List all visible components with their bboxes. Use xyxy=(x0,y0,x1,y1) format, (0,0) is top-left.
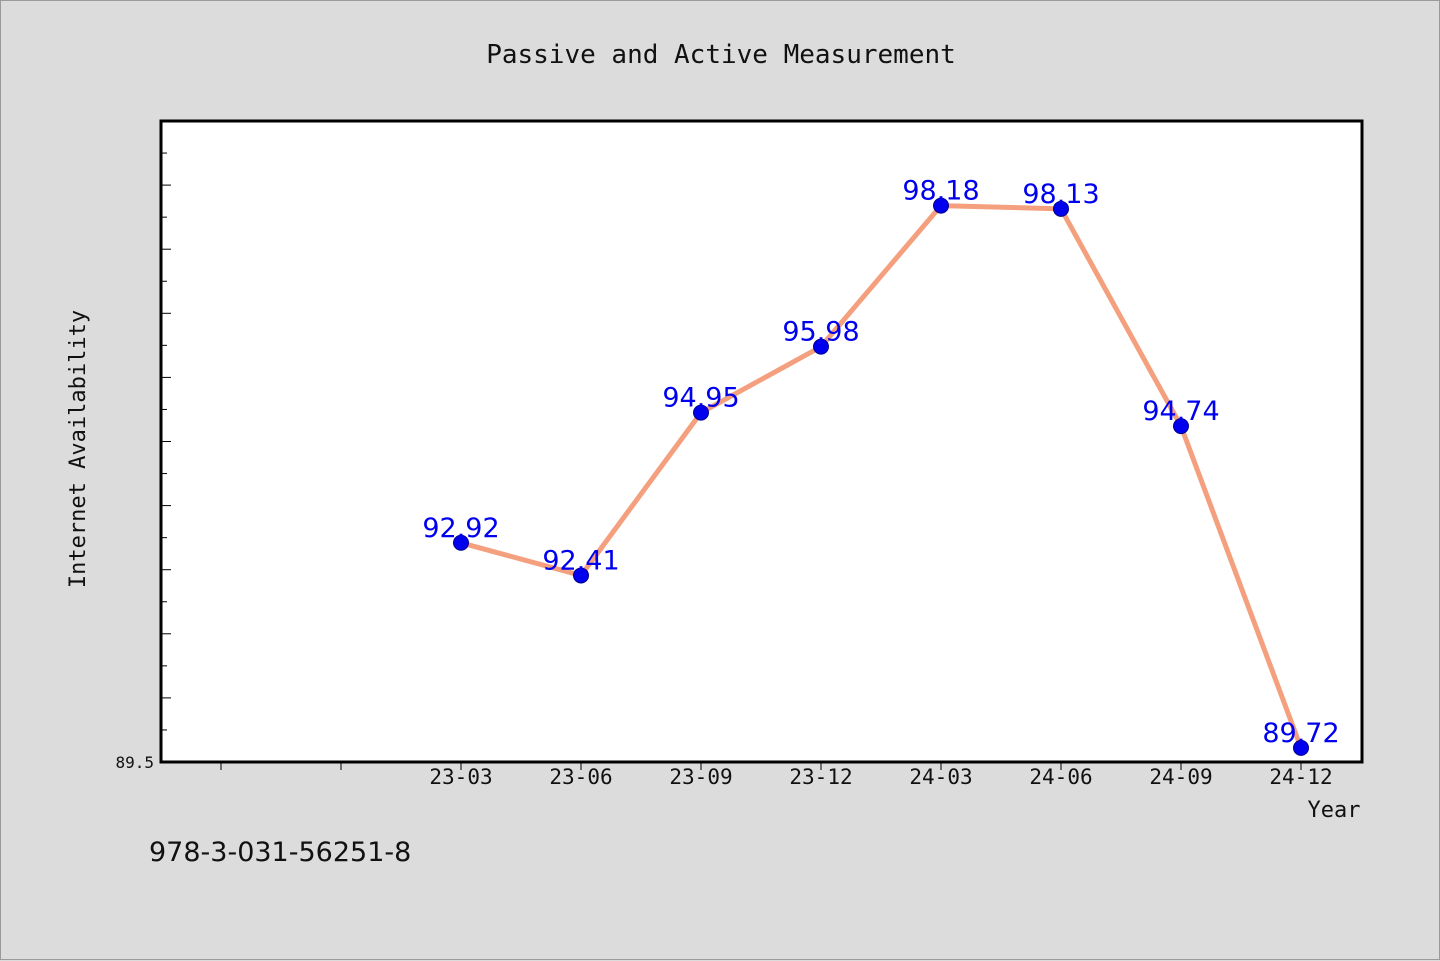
axis-ticks xyxy=(161,120,1302,770)
plot-area xyxy=(159,119,1364,764)
data-point-marker xyxy=(1173,418,1189,435)
data-point-label: 92.92 xyxy=(422,513,499,544)
data-point-label: 98.18 xyxy=(902,176,979,207)
data-point-marker xyxy=(1293,739,1309,756)
x-tick-label: 23-03 xyxy=(429,765,492,789)
data-point-label: 89.72 xyxy=(1262,718,1339,749)
data-point-marker xyxy=(453,534,469,551)
x-tick-label: 23-06 xyxy=(549,765,612,789)
data-point-marker xyxy=(573,567,589,584)
x-tick-label: 23-12 xyxy=(789,765,852,789)
x-tick-label: 23-09 xyxy=(669,765,732,789)
data-point-marker xyxy=(1053,200,1069,217)
data-point-label: 98.13 xyxy=(1022,179,1099,210)
data-point-label: 92.41 xyxy=(542,545,619,576)
tick-labels: 23-03 23-06 23-09 23-12 24-03 24-06 24-09 24-12… xyxy=(115,753,1332,789)
y-tick-label: 89.5 xyxy=(115,753,154,772)
data-point-marker xyxy=(693,404,709,421)
x-tick-label: 24-09 xyxy=(1149,765,1212,789)
series-line xyxy=(460,203,1304,749)
y-axis-label: Internet Availability xyxy=(66,310,91,588)
x-axis-label: Year xyxy=(1308,798,1361,823)
chart-title: Passive and Active Measurement xyxy=(486,40,956,70)
x-tick-label: 24-06 xyxy=(1029,765,1092,789)
x-tick-label: 24-03 xyxy=(909,765,972,789)
data-point-label: 95.98 xyxy=(782,317,859,348)
data-point-marker xyxy=(813,338,829,355)
isbn-text: 978-3-031-56251-8 xyxy=(149,837,412,868)
data-point-label: 94.74 xyxy=(1142,396,1219,427)
data-point-marker xyxy=(933,197,949,214)
series-line-group: 92.92 92.41 94.95 95.98 98.18 98.13 94.74 89.72 xyxy=(422,176,1340,756)
x-tick-label: 24-12 xyxy=(1269,765,1332,789)
data-point-label: 94.95 xyxy=(662,383,739,414)
